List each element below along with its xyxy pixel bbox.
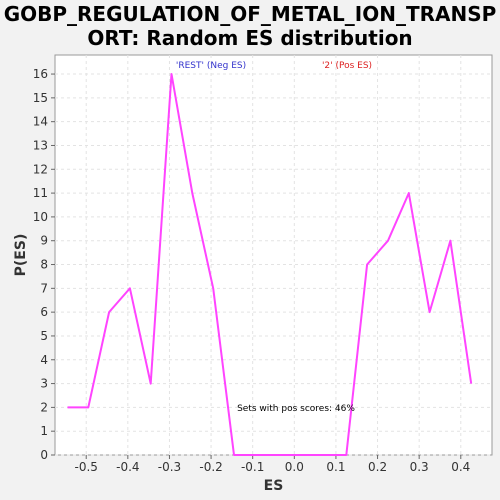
y-tick-label: 9 (40, 234, 48, 248)
series-layer (67, 73, 473, 456)
x-tick-label: 0.4 (451, 460, 470, 474)
chart-title: GOBP_REGULATION_OF_METAL_ION_TRANSP ORT:… (0, 0, 500, 50)
y-tick-label: 8 (40, 258, 48, 272)
y-tick-label: 6 (40, 305, 48, 319)
y-tick-label: 14 (33, 115, 48, 129)
y-tick-label: 11 (33, 186, 48, 200)
x-tick-label: -0.2 (199, 460, 222, 474)
grid-lines (55, 55, 492, 456)
pos-scores-annotation: Sets with pos scores: 46% (237, 404, 355, 414)
y-tick-label: 16 (33, 67, 48, 81)
x-tick-label: -0.4 (116, 460, 139, 474)
chart-title-line-1: GOBP_REGULATION_OF_METAL_ION_TRANSP (3, 2, 497, 26)
y-tick-label: 2 (40, 400, 48, 414)
y-tick-label: 0 (40, 448, 48, 462)
x-axis-label: ES (264, 478, 284, 494)
y-axis-label: P(ES) (13, 234, 29, 277)
x-tick-label: -0.5 (75, 460, 98, 474)
y-tick-label: 13 (33, 138, 48, 152)
x-tick-label: 0.1 (326, 460, 345, 474)
y-tick-label: 5 (40, 329, 48, 343)
y-tick-label: 4 (40, 353, 48, 367)
y-tick-label: 12 (33, 162, 48, 176)
x-tick-label: 0.3 (410, 460, 429, 474)
y-tick-label: 1 (40, 424, 48, 438)
es-distribution-line (67, 73, 473, 456)
legend-neg-es: 'REST' (Neg ES) (176, 61, 246, 71)
chart-title-line-2: ORT: Random ES distribution (87, 26, 413, 50)
x-tick-label: 0.2 (368, 460, 387, 474)
y-tick-label: 10 (33, 210, 48, 224)
y-tick-label: 7 (40, 281, 48, 295)
plot-area (54, 54, 493, 456)
x-tick-label: -0.1 (241, 460, 264, 474)
y-tick-label: 15 (33, 91, 48, 105)
y-tick-label: 3 (40, 377, 48, 391)
legend-pos-es: '2' (Pos ES) (322, 61, 372, 71)
x-tick-label: 0.0 (285, 460, 304, 474)
x-tick-label: -0.3 (158, 460, 181, 474)
